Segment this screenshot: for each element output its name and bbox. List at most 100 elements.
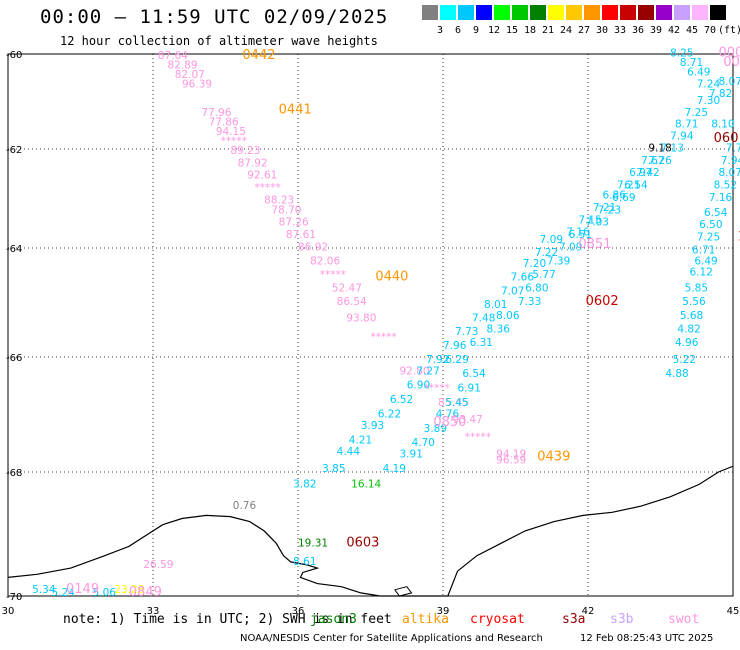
- legend-swot: swot: [668, 612, 700, 627]
- wave-height-value: 6.54: [462, 368, 486, 380]
- wave-height-value: 3.82: [293, 479, 316, 491]
- colorbar-label: 3: [436, 25, 444, 36]
- wave-height-value: 6.29: [445, 354, 468, 366]
- colorbar-swatch: [422, 5, 438, 20]
- colorbar-swatch: [620, 5, 636, 20]
- lon-tick-label: 36: [292, 606, 305, 617]
- colorbar-swatch: [638, 5, 654, 20]
- wave-height-value: 7.07: [501, 285, 524, 297]
- generation-timestamp: 12 Feb 08:25:43 UTC 2025: [580, 633, 714, 644]
- wave-height-value: 8.07: [719, 76, 740, 88]
- wave-height-value: 7.94: [721, 155, 740, 167]
- pass-time-label: 0849: [129, 585, 162, 600]
- wave-height-value: 77.86: [209, 116, 239, 128]
- lat-tick-label: -60: [6, 50, 22, 61]
- wave-height-value: 8.25: [670, 47, 693, 59]
- wave-height-value: 4.21: [349, 434, 372, 446]
- wave-height-value: 3.89: [424, 423, 447, 435]
- wave-height-value: 7.48: [472, 313, 495, 325]
- wave-height-value: 6.91: [458, 383, 481, 395]
- lon-tick-label: 42: [582, 606, 595, 617]
- wave-height-value: 4.70: [412, 437, 435, 449]
- lat-tick-label: -70: [6, 592, 22, 603]
- wave-height-value: 5.85: [685, 283, 708, 295]
- colorbar-swatch: [656, 5, 672, 20]
- colorbar-label: 30: [595, 25, 609, 36]
- colorbar-label: 39: [649, 25, 663, 36]
- wave-height-value: 7.96: [443, 340, 467, 352]
- wave-height-value: 6.54: [624, 180, 648, 192]
- wave-height-value: 5.22: [673, 354, 696, 366]
- wave-height-value: 23.28: [114, 584, 144, 596]
- wave-height-value: 4.88: [665, 368, 688, 380]
- legend-s3b: s3b: [610, 612, 634, 627]
- map-title: 00:00 – 11:59 UTC 02/09/2025: [40, 6, 389, 28]
- colorbar-label: 70: [703, 25, 717, 36]
- wave-height-value: 82.07: [175, 69, 205, 81]
- wave-height-value: 93.80: [346, 313, 376, 325]
- wave-height-value: 5.77: [532, 269, 555, 281]
- colorbar-swatch: [584, 5, 600, 20]
- colorbar-label: 36: [631, 25, 645, 36]
- wave-height-value: 16.14: [351, 479, 381, 491]
- colorbar-label: 6: [454, 25, 462, 36]
- wave-height-value: 3.85: [322, 463, 345, 475]
- colorbar-swatch: [458, 5, 474, 20]
- wave-height-value: 8.52: [714, 180, 737, 192]
- wave-height-value: 6.49: [687, 66, 710, 78]
- colorbar-swatch: [476, 5, 492, 20]
- wave-height-value: *****: [221, 135, 247, 147]
- colorbar-label: 15: [505, 25, 519, 36]
- wave-height-value: 6.52: [390, 394, 413, 406]
- colorbar-label: 27: [577, 25, 591, 36]
- pass-time-label: 100.: [738, 230, 740, 245]
- wave-height-value: 0.76: [233, 500, 257, 512]
- wave-height-value: 7.33: [518, 296, 541, 308]
- wave-height-value: 94.19: [496, 449, 526, 461]
- colorbar-label: 18: [523, 25, 537, 36]
- pass-time-label: 0440: [375, 270, 408, 285]
- wave-height-value: 6.22: [378, 408, 401, 420]
- colorbar-swatch: [440, 5, 456, 20]
- colorbar-swatch: [674, 5, 690, 20]
- wave-height-value: 7.09: [540, 234, 563, 246]
- wave-height-value: 92.61: [247, 170, 277, 182]
- wave-height-value: 94.15: [216, 126, 246, 138]
- colorbar-swatch: [512, 5, 528, 20]
- wave-height-value: 5.68: [680, 310, 703, 322]
- wave-height-value: *****: [465, 431, 491, 443]
- wave-height-value: 7.21: [617, 180, 640, 192]
- wave-height-value: 7.82: [709, 88, 732, 100]
- wave-height-value: 6.54: [704, 207, 728, 219]
- colorbar-label: (ft): [718, 25, 740, 36]
- colorbar-swatch: [548, 5, 564, 20]
- wave-height-value: 26.59: [143, 559, 173, 571]
- wave-height-value: 6.50: [699, 219, 722, 231]
- wave-height-value: 7.94: [670, 131, 694, 143]
- wave-height-value: 77.96: [201, 107, 231, 119]
- wave-height-value: 7.21: [593, 202, 616, 214]
- island-outline: [394, 586, 413, 597]
- coastline: [7, 465, 734, 597]
- lon-tick-label: 33: [147, 606, 160, 617]
- wave-height-value: 86.54: [337, 296, 367, 308]
- map-frame: [7, 53, 734, 597]
- wave-height-value: 5.06: [93, 587, 117, 599]
- wave-height-value: 7.26: [648, 155, 672, 167]
- colorbar-label: 12: [487, 25, 501, 36]
- wave-height-value: 82.89: [168, 59, 198, 71]
- legend-s3a: s3a: [562, 612, 586, 627]
- pass-time-label: 0851: [578, 237, 611, 252]
- colorbar-label: 21: [541, 25, 555, 36]
- colorbar-swatch: [494, 5, 510, 20]
- lon-tick-label: 45: [727, 606, 740, 617]
- wave-height-value: 7.15: [578, 214, 601, 226]
- wave-height-value: 96.59: [496, 454, 526, 466]
- lat-tick-label: -68: [6, 468, 22, 479]
- wave-height-value: 3.91: [400, 449, 423, 461]
- wave-height-value: 5.24: [52, 587, 76, 599]
- pass-time-label: 0603: [346, 535, 379, 550]
- legend-altika: altika: [402, 612, 449, 627]
- wave-height-value: 7.13: [661, 142, 684, 154]
